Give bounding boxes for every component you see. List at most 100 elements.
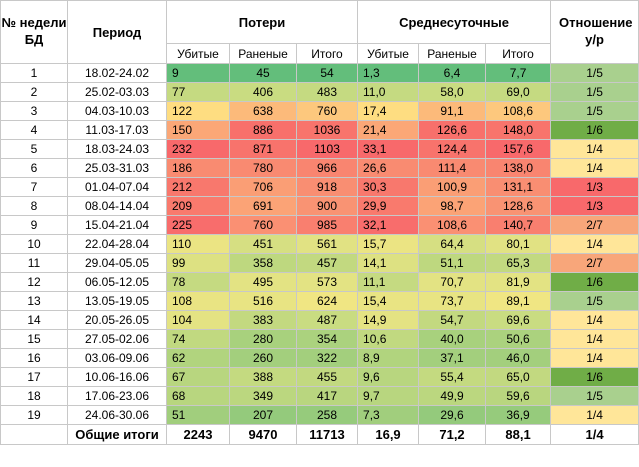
cell-killed: 225	[166, 215, 230, 235]
cell-total: 1036	[295, 120, 359, 140]
cell-ratio: 1/3	[550, 196, 639, 216]
cell-total: 455	[295, 367, 359, 387]
cell-ratio: 1/6	[550, 272, 639, 292]
cell-daily-killed: 10,6	[357, 329, 420, 349]
cell-total: 1103	[295, 139, 359, 159]
cell-week: 12	[0, 272, 68, 292]
cell-killed: 110	[166, 234, 230, 254]
table-row: 8 08.04-14.04 209 691 900 29,9 98,7 128,6 1/3	[0, 196, 639, 216]
cell-week: 9	[0, 215, 68, 235]
cell-period: 25.03-31.03	[67, 158, 167, 178]
cell-ratio: 1/4	[550, 234, 639, 254]
table-row: 13 13.05-19.05 108 516 624 15,4 73,7 89,1 1/5	[0, 291, 639, 311]
cell-killed: 78	[166, 272, 230, 292]
header-week-number: № недели БД	[0, 0, 68, 64]
cell-wounded: 871	[229, 139, 297, 159]
cell-daily-wounded: 124,4	[418, 139, 487, 159]
cell-daily-killed: 15,7	[357, 234, 420, 254]
cell-total: 624	[295, 291, 359, 311]
cell-ratio: 1/4	[550, 139, 639, 159]
header-losses-wounded: Раненые	[229, 43, 297, 64]
cell-daily-total: 89,1	[485, 291, 552, 311]
cell-ratio: 1/3	[550, 177, 639, 197]
cell-wounded: 207	[229, 405, 297, 425]
cell-ratio: 1/6	[550, 120, 639, 140]
cell-daily-killed: 1,3	[357, 63, 420, 83]
cell-wounded: 451	[229, 234, 297, 254]
cell-daily-total: 50,6	[485, 329, 552, 349]
cell-week: 15	[0, 329, 68, 349]
header-daily-total: Итого	[485, 43, 552, 64]
cell-total: 760	[295, 101, 359, 121]
cell-daily-wounded: 126,6	[418, 120, 487, 140]
header-losses-total: Итого	[295, 43, 359, 64]
cell-killed: 67	[166, 367, 230, 387]
header-ratio: Отношение у/р	[550, 0, 639, 64]
cell-period: 01.04-07.04	[67, 177, 167, 197]
cell-wounded: 760	[229, 215, 297, 235]
cell-wounded: 406	[229, 82, 297, 102]
cell-ratio: 1/5	[550, 63, 639, 83]
cell-killed: 74	[166, 329, 230, 349]
cell-week: 7	[0, 177, 68, 197]
cell-period: 24.06-30.06	[67, 405, 167, 425]
cell-ratio: 1/4	[550, 310, 639, 330]
header-period: Период	[67, 0, 167, 64]
cell-period: 17.06-23.06	[67, 386, 167, 406]
cell-week: 19	[0, 405, 68, 425]
cell-daily-killed: 9,6	[357, 367, 420, 387]
cell-killed: 68	[166, 386, 230, 406]
cell-daily-wounded: 58,0	[418, 82, 487, 102]
cell-daily-total: 65,3	[485, 253, 552, 273]
cell-daily-wounded: 6,4	[418, 63, 487, 83]
cell-ratio: 1/4	[550, 348, 639, 368]
cell-daily-killed: 30,3	[357, 177, 420, 197]
cell-killed: 108	[166, 291, 230, 311]
cell-ratio: 1/5	[550, 291, 639, 311]
cell-killed: 51	[166, 405, 230, 425]
cell-ratio: 1/5	[550, 386, 639, 406]
cell-daily-killed: 11,0	[357, 82, 420, 102]
cell-daily-total: 128,6	[485, 196, 552, 216]
table-row: 11 29.04-05.05 99 358 457 14,1 51,1 65,3 2/7	[0, 253, 639, 273]
table-row: 12 06.05-12.05 78 495 573 11,1 70,7 81,9 1/6	[0, 272, 639, 292]
cell-daily-total: 59,6	[485, 386, 552, 406]
cell-daily-killed: 33,1	[357, 139, 420, 159]
cell-period: 18.03-24.03	[67, 139, 167, 159]
cell-killed: 232	[166, 139, 230, 159]
cell-ratio: 1/5	[550, 101, 639, 121]
cell-week: 16	[0, 348, 68, 368]
cell-week: 11	[0, 253, 68, 273]
cell-period: 08.04-14.04	[67, 196, 167, 216]
header-daily-killed: Убитые	[357, 43, 420, 64]
cell-daily-wounded: 40,0	[418, 329, 487, 349]
cell-total: 918	[295, 177, 359, 197]
cell-period: 03.06-09.06	[67, 348, 167, 368]
cell-total: 966	[295, 158, 359, 178]
totals-wounded: 9470	[229, 424, 297, 445]
cell-week: 18	[0, 386, 68, 406]
cell-period: 27.05-02.06	[67, 329, 167, 349]
table-row: 3 04.03-10.03 122 638 760 17,4 91,1 108,6 1/5	[0, 101, 639, 121]
cell-total: 54	[295, 63, 359, 83]
table-row: 6 25.03-31.03 186 780 966 26,6 111,4 138,0 1/4	[0, 158, 639, 178]
cell-week: 10	[0, 234, 68, 254]
cell-daily-killed: 14,9	[357, 310, 420, 330]
cell-period: 29.04-05.05	[67, 253, 167, 273]
cell-daily-total: 138,0	[485, 158, 552, 178]
cell-total: 258	[295, 405, 359, 425]
cell-daily-total: 81,9	[485, 272, 552, 292]
cell-killed: 209	[166, 196, 230, 216]
cell-daily-killed: 17,4	[357, 101, 420, 121]
table-row: 18 17.06-23.06 68 349 417 9,7 49,9 59,6 1/5	[0, 386, 639, 406]
cell-period: 22.04-28.04	[67, 234, 167, 254]
cell-wounded: 280	[229, 329, 297, 349]
cell-week: 13	[0, 291, 68, 311]
cell-wounded: 383	[229, 310, 297, 330]
cell-period: 06.05-12.05	[67, 272, 167, 292]
cell-daily-total: 80,1	[485, 234, 552, 254]
cell-total: 457	[295, 253, 359, 273]
cell-ratio: 1/5	[550, 82, 639, 102]
cell-daily-total: 108,6	[485, 101, 552, 121]
cell-period: 13.05-19.05	[67, 291, 167, 311]
